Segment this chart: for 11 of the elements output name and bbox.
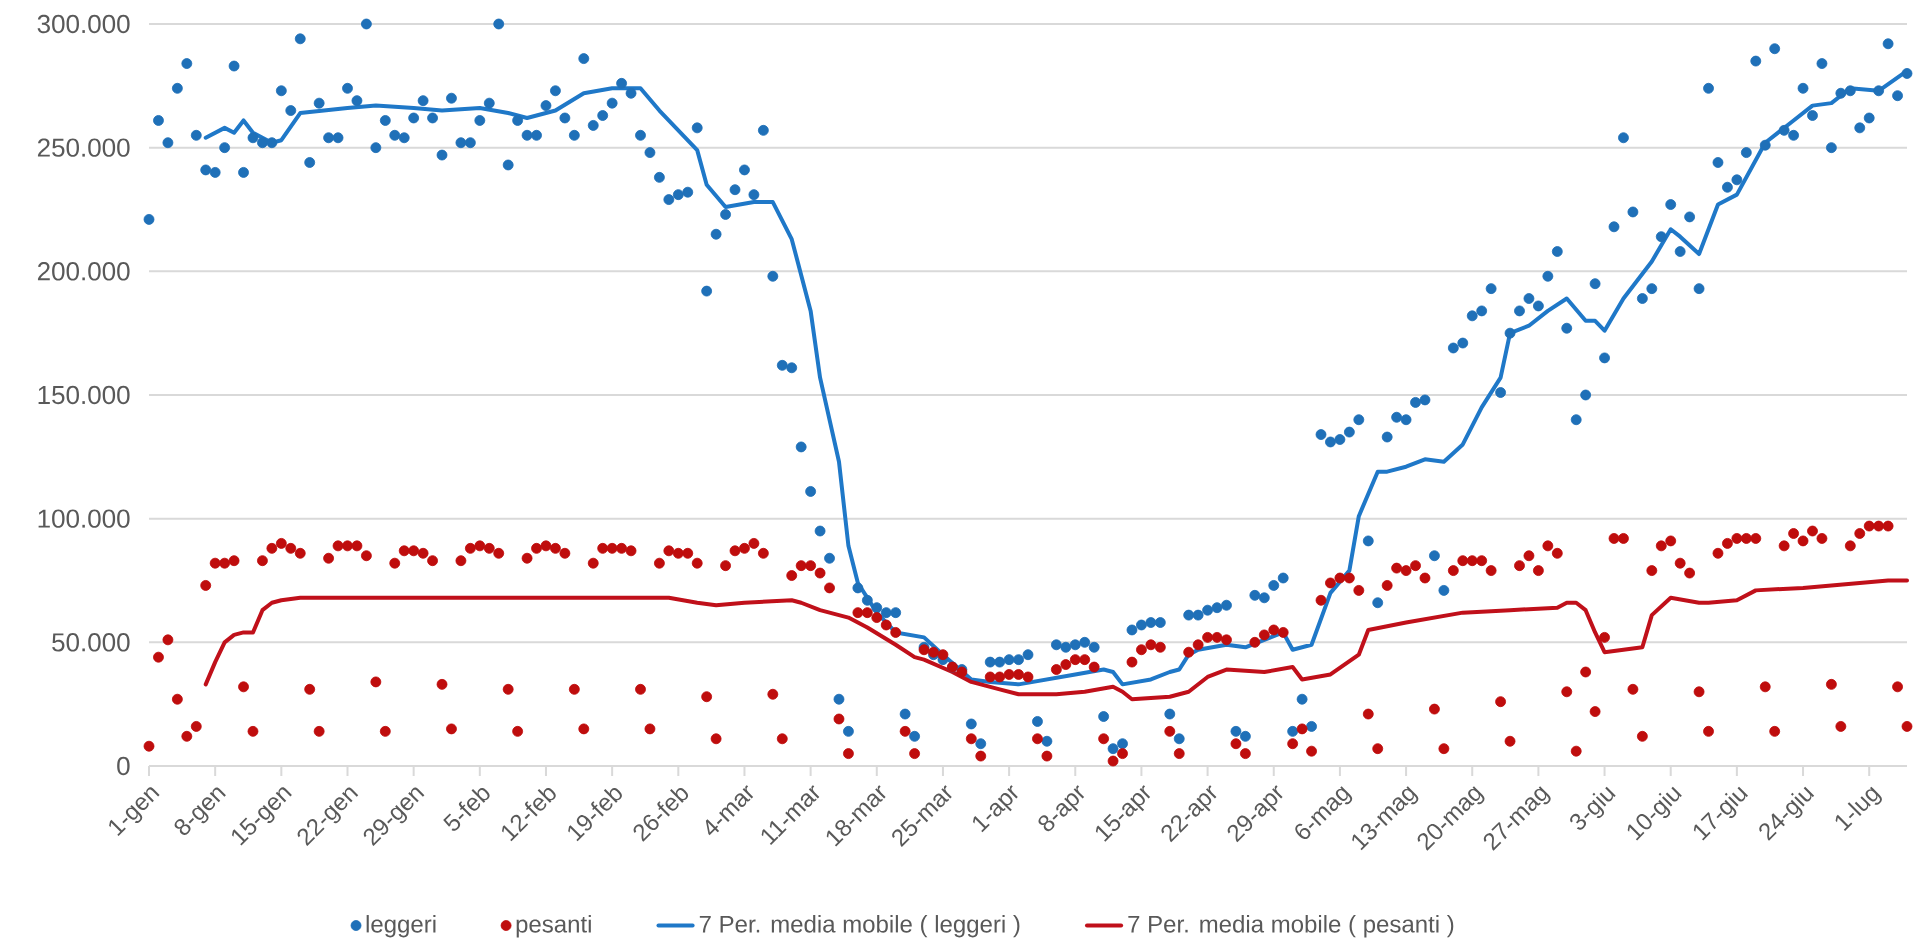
legend-label: 7 Per. media mobile ( leggeri )	[699, 915, 1020, 938]
legend-label: leggeri	[366, 915, 436, 938]
legend-label: 7 Per. media mobile ( pesanti )	[1128, 915, 1454, 938]
y-tick-label: 150.000	[38, 385, 130, 405]
y-tick-label: 100.000	[38, 509, 130, 528]
y-tick-label: 50.000	[52, 633, 130, 652]
y-tick-label: 300.000	[37, 14, 130, 34]
legend-label: pesanti	[516, 915, 591, 938]
y-tick-label: 0	[117, 756, 130, 776]
y-tick-label: 200.000	[37, 262, 130, 281]
y-tick-label: 250.000	[37, 138, 130, 157]
